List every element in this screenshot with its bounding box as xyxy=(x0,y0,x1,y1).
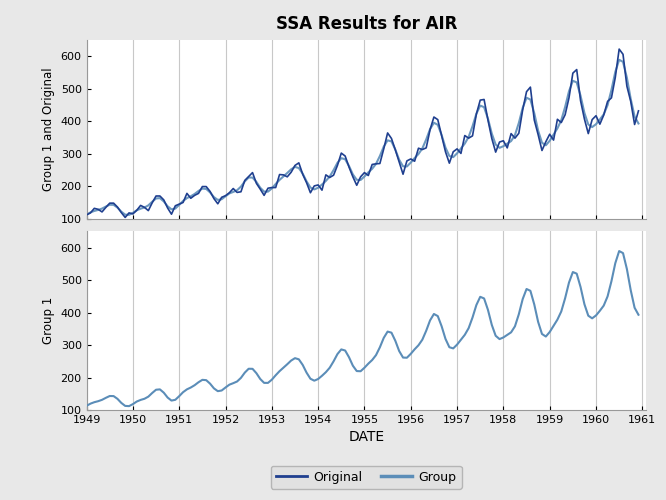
Group xyxy=(480,104,488,110)
Original xyxy=(256,186,264,192)
Y-axis label: Group 1: Group 1 xyxy=(42,297,55,344)
Legend: Original, Group: Original, Group xyxy=(271,466,462,489)
Group xyxy=(167,206,175,212)
Original xyxy=(167,211,175,217)
Group xyxy=(615,57,623,63)
Original xyxy=(635,108,643,114)
X-axis label: DATE: DATE xyxy=(348,430,384,444)
Group xyxy=(635,120,643,126)
Line: Group: Group xyxy=(87,60,639,215)
Group xyxy=(256,184,264,190)
Original xyxy=(530,117,538,123)
Group xyxy=(83,212,91,218)
Text: SSA Results for AIR: SSA Results for AIR xyxy=(276,15,457,33)
Original xyxy=(121,214,129,220)
Group xyxy=(530,110,538,116)
Y-axis label: Group 1 and Original: Group 1 and Original xyxy=(42,68,55,191)
Original xyxy=(125,210,133,216)
Original xyxy=(480,96,488,102)
Group xyxy=(125,212,133,218)
Line: Original: Original xyxy=(87,49,639,217)
Group xyxy=(121,212,129,218)
Original xyxy=(538,148,546,154)
Original xyxy=(615,46,623,52)
Group xyxy=(538,140,546,145)
Original xyxy=(83,212,91,218)
